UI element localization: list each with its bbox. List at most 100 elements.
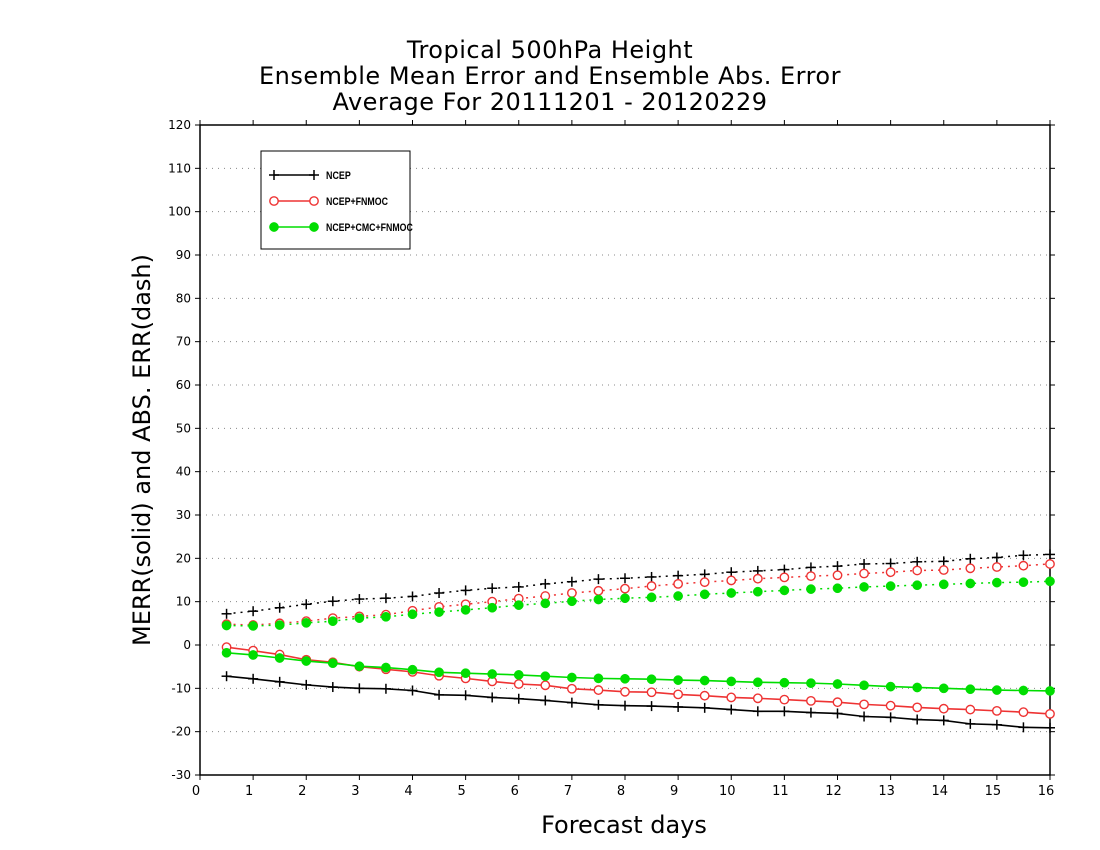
point-abs-ncep-cmc-fnmoc xyxy=(965,578,976,589)
point-mean-ncep xyxy=(1018,722,1029,733)
point-mean-ncep-fnmoc xyxy=(912,702,923,713)
point-abs-ncep-cmc-fnmoc xyxy=(885,581,896,591)
point-mean-ncep-fnmoc xyxy=(832,697,843,708)
point-mean-ncep xyxy=(912,714,923,725)
point-mean-ncep-cmc-fnmoc xyxy=(646,674,657,685)
point-abs-ncep-cmc-fnmoc xyxy=(1045,576,1055,587)
point-mean-ncep xyxy=(779,706,790,717)
series-abs-ncep-fnmoc xyxy=(226,563,1051,626)
legend-label-ncep: NCEP xyxy=(326,170,351,182)
y-tick-label: 100 xyxy=(168,205,191,219)
x-tick-label: 11 xyxy=(772,784,789,799)
x-tick-label: 16 xyxy=(1038,784,1055,799)
point-mean-ncep-fnmoc xyxy=(991,705,1002,716)
y-tick-label: 20 xyxy=(176,551,191,565)
series-abs-ncep xyxy=(226,553,1051,615)
y-tick-label: -20 xyxy=(171,725,191,739)
legend-box xyxy=(260,150,411,250)
point-mean-ncep-cmc-fnmoc xyxy=(540,671,551,682)
point-abs-ncep-cmc-fnmoc xyxy=(354,613,365,623)
point-mean-ncep-fnmoc xyxy=(806,696,816,706)
point-mean-ncep xyxy=(301,679,312,690)
point-mean-ncep-cmc-fnmoc xyxy=(221,647,232,658)
y-tick-label: -10 xyxy=(171,681,191,695)
y-tick-label: 0 xyxy=(183,638,191,652)
point-mean-ncep xyxy=(274,676,285,687)
point-abs-ncep-cmc-fnmoc xyxy=(540,598,551,609)
legend-label-ncep-fnmoc: NCEP+FNMOC xyxy=(326,196,388,208)
point-mean-ncep-cmc-fnmoc xyxy=(327,658,338,669)
point-mean-ncep-cmc-fnmoc xyxy=(992,685,1002,695)
point-abs-ncep-cmc-fnmoc xyxy=(513,600,524,610)
point-mean-ncep-cmc-fnmoc xyxy=(965,684,976,695)
y-tick-label: 70 xyxy=(176,335,191,349)
point-mean-ncep-fnmoc xyxy=(965,704,976,715)
point-abs-ncep-fnmoc xyxy=(859,568,869,579)
point-mean-ncep-fnmoc xyxy=(566,683,577,694)
point-mean-ncep-fnmoc xyxy=(513,679,524,689)
point-abs-ncep xyxy=(540,578,551,589)
point-abs-ncep xyxy=(380,593,391,604)
point-mean-ncep-fnmoc xyxy=(699,690,710,701)
point-mean-ncep-cmc-fnmoc xyxy=(593,673,604,684)
point-mean-ncep-cmc-fnmoc xyxy=(673,675,683,685)
point-mean-ncep-fnmoc xyxy=(540,680,551,691)
x-tick-label: 2 xyxy=(298,784,306,799)
point-mean-ncep-fnmoc xyxy=(673,689,684,700)
point-mean-ncep xyxy=(673,701,684,712)
point-abs-ncep xyxy=(832,561,843,572)
point-abs-ncep-cmc-fnmoc xyxy=(859,582,869,592)
legend: NCEP NCEP+FNMOC NCEP+CMC+FNMOC xyxy=(260,150,413,250)
point-mean-ncep-cmc-fnmoc xyxy=(620,673,630,684)
point-mean-ncep-cmc-fnmoc xyxy=(885,681,896,692)
point-abs-ncep-cmc-fnmoc xyxy=(699,589,710,600)
point-abs-ncep-cmc-fnmoc xyxy=(779,585,790,596)
point-abs-ncep-fnmoc xyxy=(566,588,577,598)
point-abs-ncep xyxy=(938,556,949,567)
point-abs-ncep xyxy=(991,552,1002,563)
point-mean-ncep-cmc-fnmoc xyxy=(726,676,737,687)
legend-marker-ncep xyxy=(269,170,279,180)
point-mean-ncep xyxy=(646,701,657,712)
point-abs-ncep-fnmoc xyxy=(1018,560,1029,571)
point-mean-ncep xyxy=(938,715,949,726)
point-mean-ncep-cmc-fnmoc xyxy=(434,667,444,678)
point-mean-ncep-fnmoc xyxy=(938,703,949,714)
point-mean-ncep xyxy=(699,702,710,713)
point-abs-ncep-cmc-fnmoc xyxy=(274,620,285,630)
point-abs-ncep-fnmoc xyxy=(1045,559,1055,569)
y-tick-label: 30 xyxy=(176,508,191,522)
y-tick-label: 50 xyxy=(176,421,191,435)
point-mean-ncep xyxy=(354,683,365,694)
point-mean-ncep-cmc-fnmoc xyxy=(912,682,923,693)
point-abs-ncep-cmc-fnmoc xyxy=(912,580,923,591)
x-tick-label: 9 xyxy=(670,784,678,799)
point-abs-ncep-cmc-fnmoc xyxy=(832,583,843,594)
legend-label-ncep-cmc-fnmoc: NCEP+CMC+FNMOC xyxy=(326,222,413,234)
point-abs-ncep-fnmoc xyxy=(885,567,896,578)
point-mean-ncep xyxy=(1045,722,1055,733)
chart-title-line-2: Ensemble Mean Error and Ensemble Abs. Er… xyxy=(259,62,841,90)
point-abs-ncep xyxy=(354,594,365,605)
point-mean-ncep xyxy=(726,704,737,715)
point-abs-ncep xyxy=(566,576,577,587)
point-mean-ncep-fnmoc xyxy=(859,699,869,710)
point-abs-ncep-fnmoc xyxy=(806,571,816,581)
point-mean-ncep-fnmoc xyxy=(646,687,657,698)
point-abs-ncep xyxy=(513,581,524,592)
point-abs-ncep xyxy=(248,606,259,617)
point-abs-ncep xyxy=(912,556,923,567)
point-abs-ncep-fnmoc xyxy=(779,572,790,583)
x-axis-label: Forecast days xyxy=(541,811,707,839)
x-tick-label: 15 xyxy=(985,784,1002,799)
point-mean-ncep-fnmoc xyxy=(1045,709,1055,719)
point-mean-ncep-fnmoc xyxy=(1018,707,1029,718)
point-mean-ncep-cmc-fnmoc xyxy=(806,678,816,688)
x-tick-label: 6 xyxy=(511,784,519,799)
point-mean-ncep-cmc-fnmoc xyxy=(407,664,418,675)
point-mean-ncep-fnmoc xyxy=(752,693,763,704)
point-abs-ncep-cmc-fnmoc xyxy=(806,584,816,594)
